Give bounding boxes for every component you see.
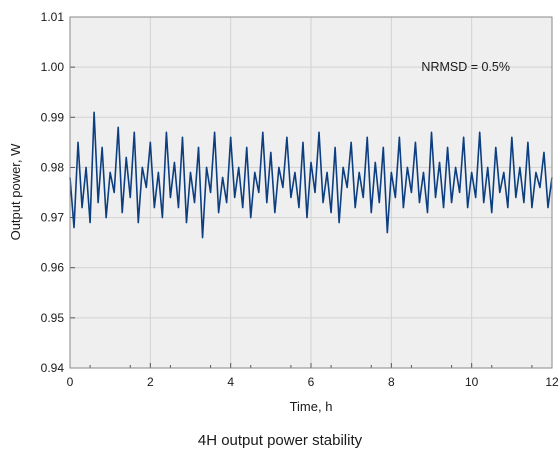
chart-caption: 4H output power stability [0, 432, 560, 449]
y-axis-label: Output power, W [8, 143, 23, 241]
power-stability-chart: 0 2 4 6 8 10 12 0.94 0.95 0.96 0.97 0.98 0.99 1.00 1.… [0, 0, 560, 425]
x-tick-label: 0 [67, 375, 74, 389]
y-tick-label: 1.01 [41, 10, 65, 24]
x-tick-label: 12 [545, 375, 559, 389]
x-tick-label: 4 [227, 375, 234, 389]
y-tick-label: 1.00 [41, 60, 65, 74]
y-tick-label: 0.99 [41, 110, 65, 124]
x-tick-label: 6 [308, 375, 315, 389]
y-tick-labels: 0.94 0.95 0.96 0.97 0.98 0.99 1.00 1.01 [41, 10, 65, 375]
nrmsd-annotation: NRMSD = 0.5% [421, 60, 510, 74]
x-tick-labels: 0 2 4 6 8 10 12 [67, 375, 559, 389]
y-tick-label: 0.97 [41, 211, 65, 225]
y-tick-label: 0.98 [41, 160, 65, 174]
x-tick-label: 2 [147, 375, 154, 389]
x-axis-label: Time, h [290, 399, 333, 414]
y-tick-label: 0.94 [41, 361, 65, 375]
x-tick-label: 8 [388, 375, 395, 389]
y-tick-label: 0.95 [41, 311, 65, 325]
y-tick-label: 0.96 [41, 261, 65, 275]
x-tick-label: 10 [465, 375, 479, 389]
